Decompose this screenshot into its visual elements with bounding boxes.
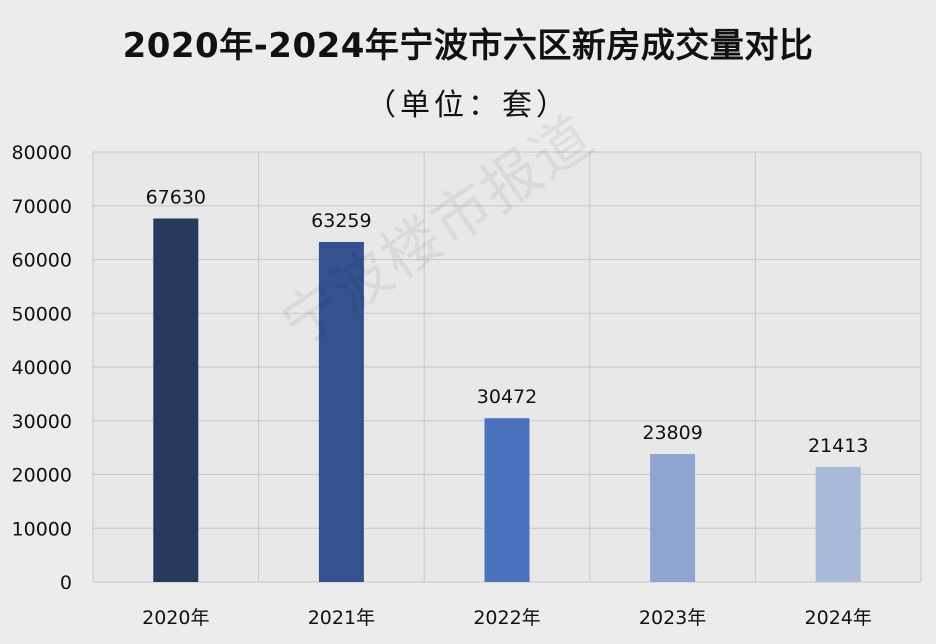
bar-4 bbox=[650, 454, 696, 582]
chart-subtitle: （单位：套） bbox=[366, 88, 570, 123]
y-tick-label: 10000 bbox=[12, 518, 72, 540]
data-label-2: 63259 bbox=[311, 210, 371, 232]
bars bbox=[153, 218, 861, 582]
data-label-4: 23809 bbox=[642, 422, 702, 444]
bar-3 bbox=[484, 418, 530, 582]
y-tick-label: 30000 bbox=[12, 411, 72, 433]
y-tick-label: 80000 bbox=[12, 142, 72, 164]
x-tick-label: 2024年 bbox=[805, 607, 872, 629]
y-tick-label: 50000 bbox=[12, 303, 72, 325]
chart-title: 2020年-2024年宁波市六区新房成交量对比 bbox=[122, 26, 814, 66]
bar-5 bbox=[815, 466, 861, 582]
y-axis: 0 10000 20000 30000 40000 50000 60000 70000 8000… bbox=[12, 142, 72, 594]
y-tick-label: 40000 bbox=[12, 357, 72, 379]
data-label-5: 21413 bbox=[808, 435, 868, 457]
y-tick-label: 60000 bbox=[12, 250, 72, 272]
bar-2 bbox=[318, 241, 364, 582]
data-label-1: 67630 bbox=[146, 186, 206, 208]
x-axis: 2020年 2021年 2022年 2023年 2024年 bbox=[142, 607, 872, 629]
x-tick-label: 2022年 bbox=[473, 607, 540, 629]
data-label-3: 30472 bbox=[477, 386, 537, 408]
x-tick-label: 2020年 bbox=[142, 607, 209, 629]
y-tick-label: 0 bbox=[60, 572, 72, 594]
y-tick-label: 20000 bbox=[12, 465, 72, 487]
y-tick-label: 70000 bbox=[12, 196, 72, 218]
x-tick-label: 2021年 bbox=[308, 607, 375, 629]
bar-1 bbox=[153, 218, 199, 582]
data-labels: 67630 63259 30472 23809 21413 bbox=[146, 186, 869, 456]
x-tick-label: 2023年 bbox=[639, 607, 706, 629]
